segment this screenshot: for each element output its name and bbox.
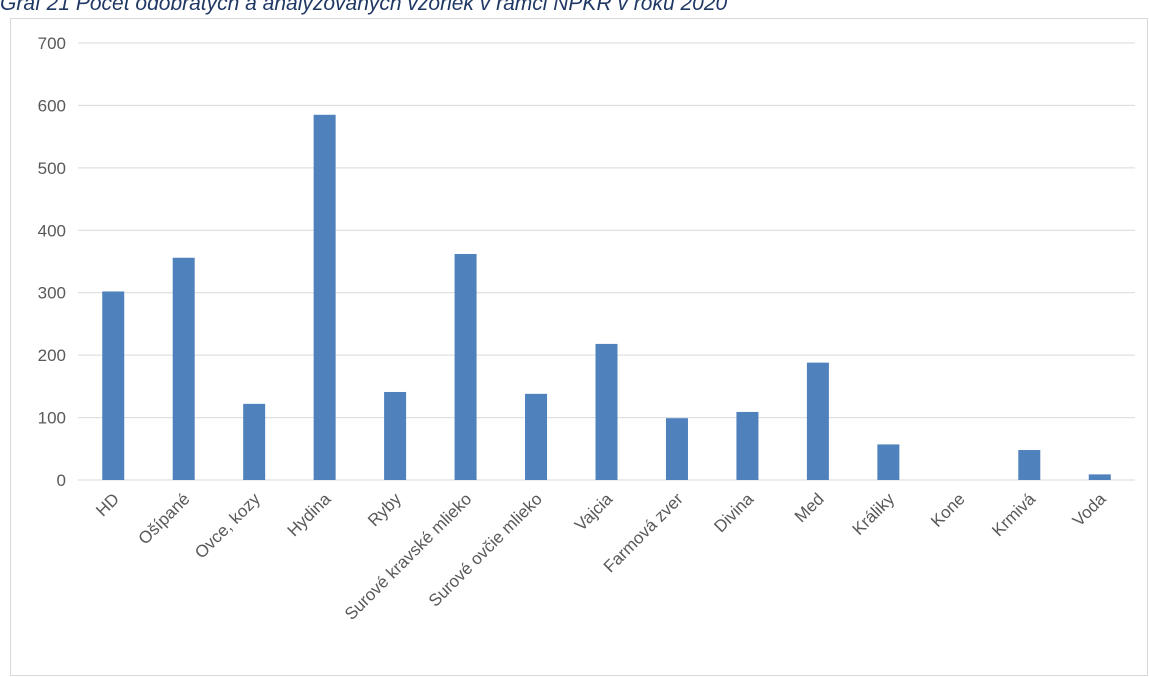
bar [454, 254, 477, 480]
y-tick-label: 400 [38, 221, 66, 240]
y-tick-label: 100 [38, 409, 66, 428]
x-tick-label: Ryby [364, 489, 405, 530]
bar [243, 403, 266, 480]
chart-frame [10, 18, 1148, 676]
bar [1088, 474, 1111, 480]
x-tick-label: Voda [1069, 489, 1110, 530]
bar [665, 418, 688, 480]
bar [525, 393, 548, 480]
chart-caption: Graf 21 Počet odobratých a analyzovaných… [0, 0, 728, 15]
bar [736, 411, 759, 480]
bars [102, 114, 1111, 481]
bar [806, 362, 829, 480]
x-tick-label: Med [791, 489, 828, 526]
bar [102, 291, 125, 480]
x-tick-label: Divina [710, 489, 757, 536]
y-tick-label: 200 [38, 346, 66, 365]
y-tick-label: 600 [38, 96, 66, 115]
x-tick-label: Králiky [849, 489, 899, 539]
x-tick-label: Vajcia [571, 489, 617, 535]
bar [595, 343, 618, 480]
x-tick-label: Krmivá [988, 489, 1039, 540]
bar [384, 391, 407, 480]
x-tick-label: Ošípané [135, 489, 194, 548]
y-tick-label: 700 [38, 34, 66, 53]
y-tick-label: 500 [38, 159, 66, 178]
x-tick-label: Hydina [284, 489, 335, 540]
bar [172, 257, 195, 480]
y-tick-label: 0 [57, 471, 66, 490]
bar [877, 444, 900, 480]
x-tick-label: Surové kravské mlieko [341, 489, 475, 623]
x-tick-label: Kone [927, 489, 969, 531]
y-tick-label: 300 [38, 284, 66, 303]
y-axis-ticks: 0 100 200 300 400 500 600 700 [38, 34, 66, 490]
x-tick-label: Ovce, kozy [191, 489, 264, 562]
x-tick-label: HD [92, 489, 123, 520]
bar [313, 114, 336, 481]
bar [1018, 450, 1041, 480]
